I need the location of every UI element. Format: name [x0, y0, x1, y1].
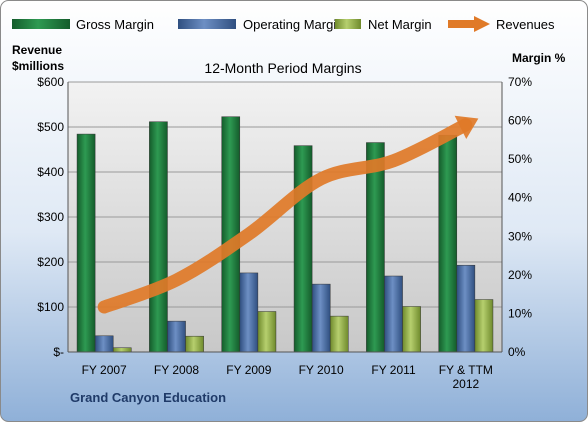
left-tick-label: $100	[37, 300, 64, 314]
right-tick-label: 20%	[508, 268, 532, 282]
right-tick-label: 70%	[508, 75, 532, 89]
chart-title: 12-Month Period Margins	[204, 60, 361, 76]
revenue-arrowhead	[454, 115, 479, 140]
left-tick-label: $600	[37, 75, 64, 89]
legend-label-operating-margin: Operating Margin	[243, 17, 343, 32]
category-label: FY 2007	[82, 363, 127, 377]
right-axis-title: Margin %	[512, 51, 566, 65]
left-tick-label: $200	[37, 255, 64, 269]
legend-label-gross-margin: Gross Margin	[76, 17, 154, 32]
bar-net-margin	[257, 311, 277, 353]
bar-gross-margin	[438, 134, 458, 353]
right-tick-label: 30%	[508, 229, 532, 243]
left-axis-title-line1: Revenue	[12, 43, 62, 57]
bar-operating-margin	[456, 264, 476, 353]
bar-operating-margin	[94, 335, 114, 353]
bar-net-margin	[112, 347, 132, 353]
bar-gross-margin	[76, 133, 96, 353]
revenue-line-layer	[97, 115, 479, 314]
category-label: FY 2011	[371, 363, 416, 377]
bar-gross-margin	[366, 142, 385, 353]
bar-operating-margin	[311, 283, 331, 353]
bar-net-margin	[185, 335, 204, 353]
axes: $- $100 $200 $300 $400 $500 $600 0% 10% 20% 30% 40%…	[37, 75, 532, 391]
right-tick-label: 50%	[508, 152, 532, 166]
category-label: FY 2009	[226, 363, 271, 377]
footer-label: Grand Canyon Education	[70, 390, 226, 405]
bar-net-margin	[474, 299, 494, 353]
category-label: FY & TTM 2012	[439, 363, 493, 391]
bar-gross-margin	[293, 145, 313, 353]
category-label: FY 2010	[299, 363, 344, 377]
revenue-line	[97, 118, 473, 314]
right-tick-label: 0%	[508, 345, 526, 359]
legend: Gross Margin Operating Margin Net Margin…	[12, 16, 555, 32]
legend-label-revenues: Revenues	[496, 17, 555, 32]
left-tick-label: $300	[37, 210, 64, 224]
right-tick-label: 40%	[508, 191, 532, 205]
bars	[76, 116, 494, 353]
right-tick-label: 10%	[508, 306, 532, 320]
bar-net-margin	[329, 315, 349, 353]
left-tick-label: $-	[53, 345, 64, 359]
legend-arrowhead-revenues	[474, 16, 490, 32]
category-label: FY 2008	[154, 363, 199, 377]
left-tick-label: $400	[37, 165, 64, 179]
left-tick-label: $500	[37, 120, 64, 134]
bar-gross-margin	[221, 116, 241, 353]
legend-swatch-gross-margin	[12, 19, 70, 29]
bar-net-margin	[402, 306, 421, 353]
left-axis-title-line2: $millions	[12, 59, 64, 73]
bar-operating-margin	[167, 320, 186, 353]
grid-lines	[68, 81, 502, 308]
bar-operating-margin	[239, 272, 259, 353]
right-tick-label: 60%	[508, 114, 532, 128]
legend-swatch-operating-margin	[178, 19, 236, 29]
legend-swatch-net-margin	[335, 19, 361, 29]
legend-label-net-margin: Net Margin	[368, 17, 432, 32]
bar-gross-margin	[149, 121, 168, 353]
bar-operating-margin	[384, 275, 403, 353]
